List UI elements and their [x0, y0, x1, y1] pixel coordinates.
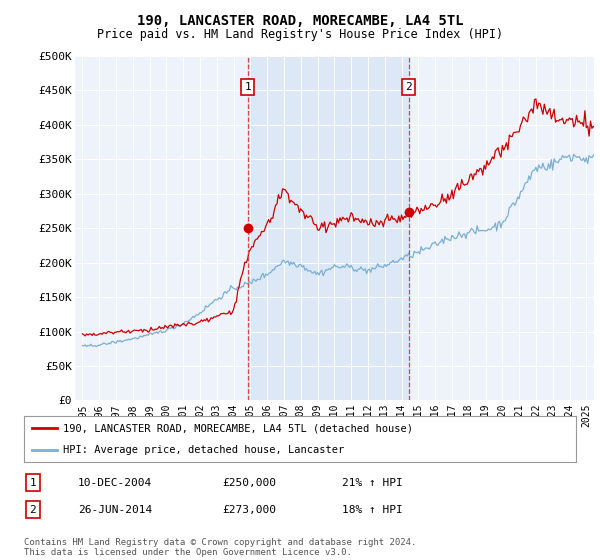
Text: 190, LANCASTER ROAD, MORECAMBE, LA4 5TL (detached house): 190, LANCASTER ROAD, MORECAMBE, LA4 5TL … [62, 423, 413, 433]
Text: Price paid vs. HM Land Registry's House Price Index (HPI): Price paid vs. HM Land Registry's House … [97, 28, 503, 41]
Text: £250,000: £250,000 [222, 478, 276, 488]
Text: 2: 2 [405, 82, 412, 92]
Text: 190, LANCASTER ROAD, MORECAMBE, LA4 5TL: 190, LANCASTER ROAD, MORECAMBE, LA4 5TL [137, 14, 463, 28]
Text: 1: 1 [244, 82, 251, 92]
Text: HPI: Average price, detached house, Lancaster: HPI: Average price, detached house, Lanc… [62, 445, 344, 455]
Text: 10-DEC-2004: 10-DEC-2004 [78, 478, 152, 488]
Text: £273,000: £273,000 [222, 505, 276, 515]
Text: 1: 1 [29, 478, 37, 488]
Text: 2: 2 [29, 505, 37, 515]
Bar [248, 56, 409, 400]
Text: 21% ↑ HPI: 21% ↑ HPI [342, 478, 403, 488]
Text: 26-JUN-2014: 26-JUN-2014 [78, 505, 152, 515]
Text: 18% ↑ HPI: 18% ↑ HPI [342, 505, 403, 515]
Text: Contains HM Land Registry data © Crown copyright and database right 2024.
This d: Contains HM Land Registry data © Crown c… [24, 538, 416, 557]
